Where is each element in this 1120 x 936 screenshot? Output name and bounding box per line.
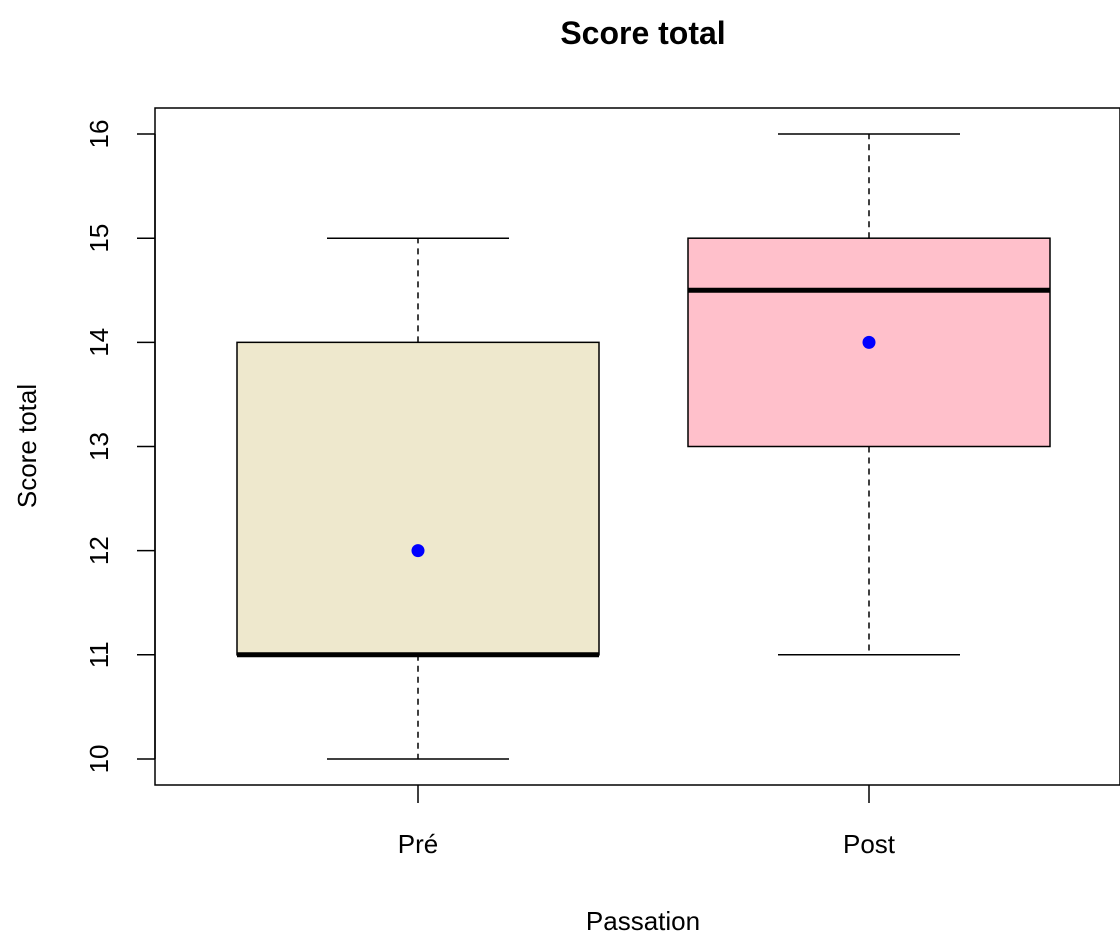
box-iqr xyxy=(236,341,600,656)
y-tick-label: 14 xyxy=(84,328,114,357)
y-axis: 10 11 12 13 14 15 16 xyxy=(84,120,156,774)
y-tick-label: 11 xyxy=(84,641,114,668)
y-tick-label: 15 xyxy=(84,224,114,253)
y-tick-label: 16 xyxy=(84,120,114,149)
y-axis-title: Score total xyxy=(12,384,42,508)
mean-point xyxy=(862,335,876,349)
y-tick-label: 13 xyxy=(84,432,114,461)
box-group xyxy=(236,133,1051,760)
y-tick-label: 12 xyxy=(84,536,114,565)
mean-point xyxy=(411,544,425,558)
x-tick-label: Pré xyxy=(398,829,438,859)
x-tick-label: Post xyxy=(843,829,896,859)
x-axis: Pré Post xyxy=(398,785,896,859)
x-axis-title: Passation xyxy=(586,906,700,936)
chart-title: Score total xyxy=(560,15,725,51)
box-pre xyxy=(236,237,600,760)
box-post xyxy=(687,133,1051,656)
y-tick-label: 10 xyxy=(84,745,114,774)
